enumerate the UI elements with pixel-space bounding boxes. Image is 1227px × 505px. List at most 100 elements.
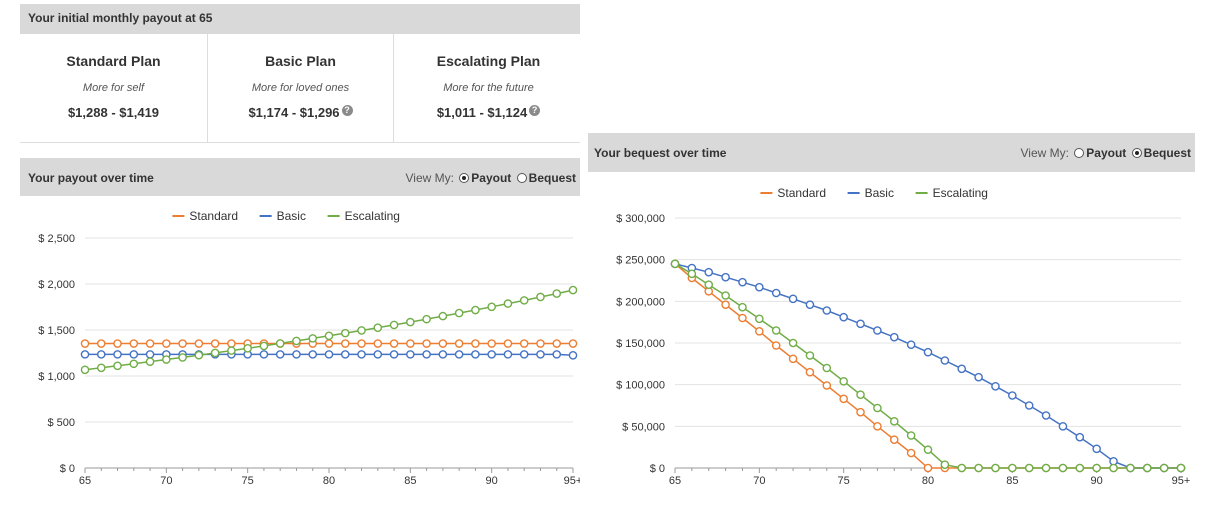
data-point[interactable]	[162, 355, 171, 364]
data-point[interactable]	[839, 377, 848, 386]
data-point[interactable]	[873, 422, 882, 431]
data-point[interactable]	[771, 288, 781, 298]
data-point[interactable]	[373, 323, 383, 332]
data-point[interactable]	[471, 305, 480, 315]
data-point[interactable]	[805, 367, 815, 377]
data-point[interactable]	[80, 350, 90, 359]
data-point[interactable]	[1142, 463, 1152, 473]
data-point[interactable]	[1075, 432, 1085, 442]
data-point[interactable]	[568, 350, 578, 360]
bequest-radio[interactable]	[516, 173, 527, 183]
data-point[interactable]	[308, 350, 318, 359]
data-point[interactable]	[923, 445, 933, 454]
data-point[interactable]	[1092, 444, 1101, 454]
data-point[interactable]	[259, 350, 269, 359]
legend-item[interactable]: Escalating	[345, 209, 400, 223]
data-point[interactable]	[974, 463, 983, 473]
data-point[interactable]	[292, 336, 301, 346]
data-point[interactable]	[755, 314, 764, 324]
data-point[interactable]	[340, 328, 350, 338]
data-point[interactable]	[373, 350, 383, 359]
data-point[interactable]	[438, 311, 448, 321]
data-point[interactable]	[873, 326, 882, 335]
data-point[interactable]	[738, 277, 747, 287]
data-point[interactable]	[519, 339, 529, 348]
data-point[interactable]	[227, 339, 236, 348]
data-point[interactable]	[308, 334, 318, 343]
data-point[interactable]	[957, 364, 967, 374]
data-point[interactable]	[889, 332, 899, 342]
data-point[interactable]	[940, 356, 950, 365]
data-point[interactable]	[552, 339, 562, 348]
data-point[interactable]	[454, 350, 464, 359]
data-point[interactable]	[438, 339, 448, 348]
data-point[interactable]	[1008, 391, 1017, 400]
data-point[interactable]	[406, 317, 415, 327]
data-point[interactable]	[389, 350, 399, 359]
data-point[interactable]	[357, 326, 366, 335]
data-point[interactable]	[357, 350, 366, 359]
data-point[interactable]	[687, 269, 697, 279]
data-point[interactable]	[340, 339, 350, 348]
data-point[interactable]	[822, 306, 832, 315]
legend-item[interactable]: Escalating	[933, 186, 988, 200]
data-point[interactable]	[487, 339, 496, 348]
data-point[interactable]	[1058, 422, 1068, 431]
data-point[interactable]	[210, 339, 220, 348]
data-point[interactable]	[839, 312, 848, 322]
data-point[interactable]	[856, 319, 865, 329]
data-point[interactable]	[1109, 463, 1118, 473]
data-point[interactable]	[873, 403, 882, 413]
data-point[interactable]	[906, 340, 916, 349]
data-point[interactable]	[80, 339, 90, 348]
data-point[interactable]	[738, 302, 747, 312]
data-point[interactable]	[210, 348, 220, 358]
data-point[interactable]	[670, 259, 680, 269]
data-point[interactable]	[438, 350, 448, 359]
data-point[interactable]	[822, 363, 832, 373]
data-point[interactable]	[503, 350, 513, 359]
data-point[interactable]	[275, 339, 285, 348]
data-point[interactable]	[957, 463, 967, 473]
data-point[interactable]	[340, 350, 350, 359]
data-point[interactable]	[1041, 463, 1051, 473]
data-point[interactable]	[1126, 463, 1135, 473]
data-point[interactable]	[906, 431, 916, 440]
data-point[interactable]	[145, 350, 155, 359]
data-point[interactable]	[145, 357, 155, 366]
data-point[interactable]	[96, 350, 106, 359]
data-point[interactable]	[389, 339, 399, 348]
data-point[interactable]	[568, 339, 578, 348]
data-point[interactable]	[1041, 411, 1051, 420]
legend-item[interactable]: Basic	[865, 186, 894, 200]
data-point[interactable]	[721, 291, 730, 300]
data-point[interactable]	[755, 282, 764, 292]
data-point[interactable]	[822, 381, 832, 390]
data-point[interactable]	[552, 289, 562, 298]
data-point[interactable]	[178, 339, 187, 348]
data-point[interactable]	[1075, 463, 1085, 473]
bequest-radio-label[interactable]: Bequest	[1143, 146, 1191, 160]
data-point[interactable]	[373, 339, 383, 348]
data-point[interactable]	[503, 299, 513, 308]
data-point[interactable]	[422, 314, 431, 324]
data-point[interactable]	[113, 361, 122, 371]
data-point[interactable]	[704, 267, 714, 277]
data-point[interactable]	[113, 339, 122, 348]
data-point[interactable]	[536, 339, 545, 348]
data-point[interactable]	[259, 341, 269, 351]
data-point[interactable]	[755, 327, 764, 336]
bequest-radio[interactable]	[1131, 148, 1142, 158]
data-point[interactable]	[406, 339, 415, 348]
data-point[interactable]	[129, 339, 139, 348]
data-point[interactable]	[805, 351, 815, 360]
data-point[interactable]	[1024, 463, 1034, 473]
data-point[interactable]	[991, 382, 1000, 391]
data-point[interactable]	[129, 350, 139, 359]
data-point[interactable]	[788, 354, 798, 364]
data-point[interactable]	[454, 308, 464, 318]
data-point[interactable]	[519, 350, 529, 359]
data-point[interactable]	[991, 463, 1000, 473]
payout-radio-label[interactable]: Payout	[471, 171, 512, 185]
data-point[interactable]	[1058, 463, 1068, 473]
